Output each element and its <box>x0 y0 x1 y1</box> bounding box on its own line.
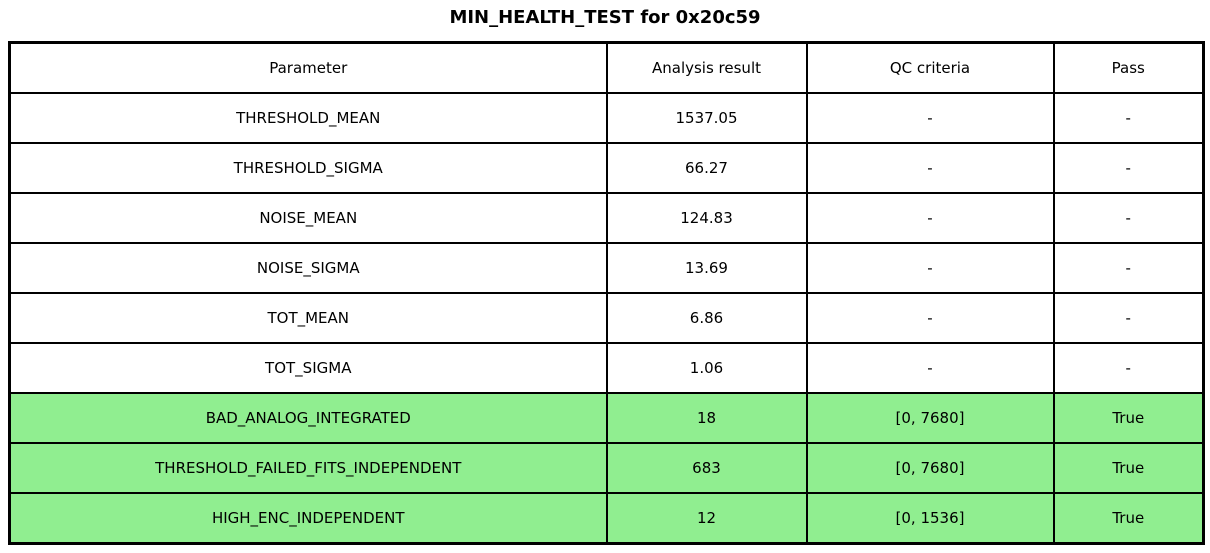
cell-analysis-result: 1537.05 <box>605 92 808 144</box>
cell-pass: - <box>1052 142 1205 194</box>
cell-parameter: TOT_MEAN <box>8 292 608 344</box>
cell-pass: True <box>1052 492 1205 545</box>
table-row: NOISE_MEAN 124.83- - <box>8 192 1205 244</box>
cell-pass: - <box>1052 92 1205 144</box>
header-row: Parameter Analysis result QC criteria Pass <box>8 41 1205 94</box>
cell-qc-criteria: [0, 7680] <box>805 392 1055 444</box>
cell-qc-criteria: - <box>805 192 1055 244</box>
cell-analysis-result: 683 <box>605 442 808 494</box>
cell-parameter: THRESHOLD_SIGMA <box>8 142 608 194</box>
cell-qc-criteria: [0, 7680] <box>805 442 1055 494</box>
cell-parameter: TOT_SIGMA <box>8 342 608 394</box>
table-row: TOT_MEAN 6.86- - <box>8 292 1205 344</box>
chart-title: MIN_HEALTH_TEST for 0x20c59 <box>449 7 761 28</box>
cell-parameter: NOISE_MEAN <box>8 192 608 244</box>
table-row: NOISE_SIGMA 13.69- - <box>8 242 1205 294</box>
cell-qc-criteria: - <box>805 292 1055 344</box>
cell-qc-criteria: - <box>805 142 1055 194</box>
cell-analysis-result: 1.06 <box>605 342 808 394</box>
table-row: HIGH_ENC_INDEPENDENT 12 [0, 1536] True <box>8 492 1205 545</box>
cell-analysis-result: 124.83 <box>605 192 808 244</box>
cell-qc-criteria: [0, 1536] <box>805 492 1055 545</box>
table-row: TOT_SIGMA 1.06- - <box>8 342 1205 394</box>
cell-pass: True <box>1052 442 1205 494</box>
cell-analysis-result: 12 <box>605 492 808 545</box>
cell-parameter: THRESHOLD_MEAN <box>8 92 608 144</box>
health-test-table: Parameter Analysis result QC criteria Pass … <box>8 41 1205 545</box>
cell-qc-criteria: - <box>805 92 1055 144</box>
cell-parameter: BAD_ANALOG_INTEGRATED <box>8 392 608 444</box>
cell-analysis-result: 13.69 <box>605 242 808 294</box>
column-header-parameter: Parameter <box>8 41 608 94</box>
table-row: BAD_ANALOG_INTEGRATED 18 [0, 7680] True <box>8 392 1205 444</box>
cell-parameter: NOISE_SIGMA <box>8 242 608 294</box>
cell-analysis-result: 18 <box>605 392 808 444</box>
table-row: THRESHOLD_FAILED_FITS_INDEPENDENT 683 [0, … <box>8 442 1205 494</box>
cell-pass: - <box>1052 192 1205 244</box>
cell-pass: True <box>1052 392 1205 444</box>
table-row: THRESHOLD_SIGMA 66.27- - <box>8 142 1205 194</box>
cell-analysis-result: 6.86 <box>605 292 808 344</box>
cell-qc-criteria: - <box>805 342 1055 394</box>
cell-qc-criteria: - <box>805 242 1055 294</box>
cell-parameter: HIGH_ENC_INDEPENDENT <box>8 492 608 545</box>
cell-pass: - <box>1052 242 1205 294</box>
cell-parameter: THRESHOLD_FAILED_FITS_INDEPENDENT <box>8 442 608 494</box>
cell-analysis-result: 66.27 <box>605 142 808 194</box>
cell-pass: - <box>1052 342 1205 394</box>
cell-pass: - <box>1052 292 1205 344</box>
column-header-pass: Pass <box>1052 41 1205 94</box>
column-header-qc-criteria: QC criteria <box>805 41 1055 94</box>
column-header-analysis-result: Analysis result <box>605 41 808 94</box>
table-row: THRESHOLD_MEAN 1537.05- - <box>8 92 1205 144</box>
